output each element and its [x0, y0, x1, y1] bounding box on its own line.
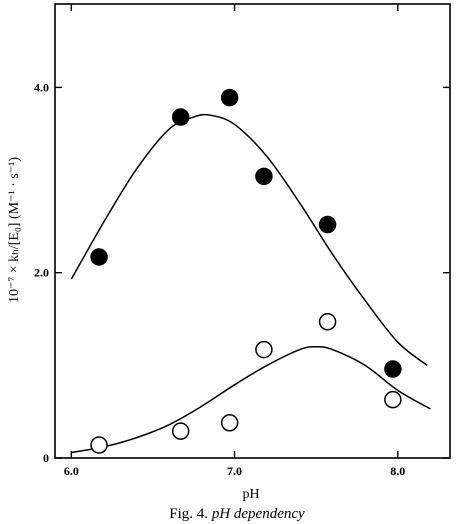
open-data-point [90, 436, 108, 454]
filled-data-point [384, 360, 402, 378]
y-axis-title: 10⁻⁷ × kₕ/[E₀] (M⁻¹ · s⁻¹) [7, 157, 22, 303]
open-data-point [384, 390, 402, 409]
x-tick-label: 6.0 [64, 464, 79, 478]
figure-caption: Fig. 4. pH dependency [0, 506, 474, 523]
filled-data-point [318, 215, 337, 234]
data-points [90, 88, 402, 454]
fit-curve-2 [71, 346, 431, 454]
figure-number: Fig. 4. [169, 506, 209, 522]
filled-data-point [255, 167, 273, 186]
open-data-point [220, 414, 239, 432]
fit-curves [70, 113, 431, 454]
figure-caption-text: pH dependency [211, 506, 305, 522]
x-axis-title: pH [242, 487, 259, 502]
open-data-point [171, 422, 190, 440]
y-tick-label: 2.0 [34, 266, 49, 280]
x-tick-label: 7.0 [227, 464, 242, 478]
y-tick-label: 0 [43, 451, 49, 465]
open-data-point [255, 340, 273, 359]
filled-data-point [220, 88, 239, 107]
open-data-point [318, 313, 337, 331]
filled-data-point [90, 248, 108, 266]
filled-data-point [171, 108, 190, 126]
axis-ticks: 6.0 7.0 8.0 0 2.0 4.0 [34, 4, 450, 478]
plot-frame [54, 3, 451, 459]
y-tick-label: 4.0 [34, 80, 49, 94]
fit-curve-1 [70, 113, 428, 366]
x-tick-label: 8.0 [390, 464, 405, 478]
